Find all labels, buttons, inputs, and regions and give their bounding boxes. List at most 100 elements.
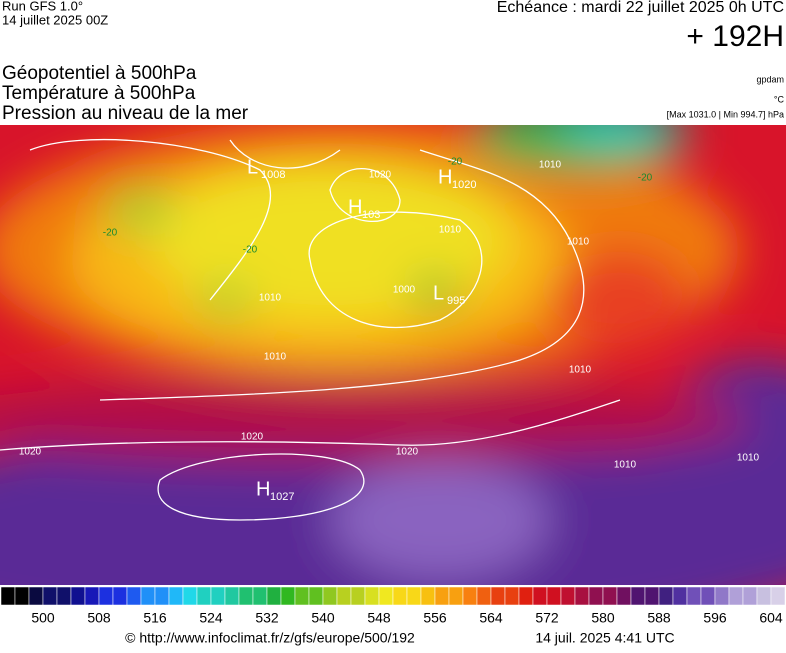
colorbar-swatch [322,586,338,606]
colorbar-tick: 532 [255,610,279,626]
colorbar-tick: 596 [703,610,727,626]
colorbar-tick: 540 [311,610,335,626]
colorbar-swatch [560,586,576,606]
center-type: H [256,478,270,500]
temperature-label: -20 [243,245,258,256]
temperature-label: -20 [103,228,118,239]
colorbar-swatch [126,586,142,606]
colorbar-swatch [700,586,716,606]
colorbar-swatch [98,586,114,606]
colorbar-swatch [770,586,786,606]
colorbar-swatch [42,586,58,606]
colorbar-swatch [406,586,422,606]
colorbar-swatch [14,586,30,606]
temperature-label: -20 [638,173,653,184]
isobar-label: 1010 [567,237,590,248]
colorbar-swatch [644,586,660,606]
isobar-label: 1010 [264,352,287,363]
center-type: L [247,156,258,178]
isobar-label: 1020 [369,170,392,181]
colorbar-swatch [336,586,352,606]
colorbar-swatch [266,586,282,606]
colorbar-swatch [616,586,632,606]
colorbar-swatch [658,586,674,606]
echeance: Echéance : mardi 22 juillet 2025 0h UTC [497,0,784,16]
colorbar-tick: 604 [759,610,783,626]
colorbar-swatch [140,586,156,606]
colorbar-swatch [112,586,128,606]
colorbar-swatch [168,586,184,606]
colorbar-swatch [728,586,744,606]
colorbar-swatch [672,586,688,606]
colorbar-swatch [56,586,72,606]
colorbar-swatch [476,586,492,606]
center-value: 1027 [270,491,294,503]
isobar-label: 1010 [439,225,462,236]
colorbar-swatch [546,586,562,606]
colorbar-swatch [182,586,198,606]
colorbar-tick: 588 [647,610,671,626]
colorbar-swatch [210,586,226,606]
colorbar-swatch [686,586,702,606]
colorbar-tick: 548 [367,610,391,626]
colorbar-tick: 580 [591,610,615,626]
center-value: 1020 [452,179,476,191]
colorbar-swatch [154,586,170,606]
isobar-label: 1000 [393,285,416,296]
colorbar-swatch [756,586,772,606]
colorbar-swatch [714,586,730,606]
colorbar-swatch [364,586,380,606]
center-value: 103 [362,209,380,221]
field-title: Température à 500hPa [2,83,196,104]
colorbar-swatch [294,586,310,606]
colorbar-tick: 508 [87,610,111,626]
run-date: 14 juillet 2025 00Z [2,12,108,27]
colorbar-swatch [490,586,506,606]
colorbar-swatch [602,586,618,606]
unit-label: [Max 1031.0 | Min 994.7] hPa [667,109,784,119]
isobar-label: 1010 [737,453,760,464]
colorbar-swatch [504,586,520,606]
colorbar-swatch [574,586,590,606]
colorbar-tick: 524 [199,610,223,626]
center-type: L [433,282,444,304]
colorbar-swatch [28,586,44,606]
isobar-label: 1020 [19,447,42,458]
map-field [0,125,786,585]
field-title: Pression au niveau de la mer [2,103,249,124]
colorbar-swatch [588,586,604,606]
colorbar-swatch [630,586,646,606]
colorbar-swatch [0,586,16,606]
colorbar-swatch [420,586,436,606]
colorbar-tick: 556 [423,610,447,626]
colorbar-swatch [224,586,240,606]
isobar-label: 1010 [614,460,637,471]
temperature-label: -20 [448,157,463,168]
colorbar-swatch [252,586,268,606]
colorbar-swatch [308,586,324,606]
center-type: H [348,196,362,218]
unit-label: °C [774,94,785,104]
isobar-label: 1010 [569,365,592,376]
colorbar-swatch [84,586,100,606]
colorbar-swatch [196,586,212,606]
isobar-label: 1020 [241,432,264,443]
colorbar-swatch [462,586,478,606]
lead-time: + 192H [686,20,784,53]
center-type: H [438,166,452,188]
colorbar-swatch [448,586,464,606]
colorbar-swatch [238,586,254,606]
colorbar-swatch [518,586,534,606]
colorbar-tick: 500 [31,610,55,626]
isobar-label: 1010 [539,160,562,171]
colorbar-swatch [742,586,758,606]
colorbar-swatch [378,586,394,606]
colorbar-swatch [434,586,450,606]
footer-url: © http://www.infoclimat.fr/z/gfs/europe/… [125,630,415,646]
colorbar-tick: 516 [143,610,167,626]
unit-label: gpdam [756,74,784,84]
footer-time: 14 juil. 2025 4:41 UTC [535,630,674,646]
colorbar-swatch [392,586,408,606]
isobar-label: 1010 [259,293,282,304]
